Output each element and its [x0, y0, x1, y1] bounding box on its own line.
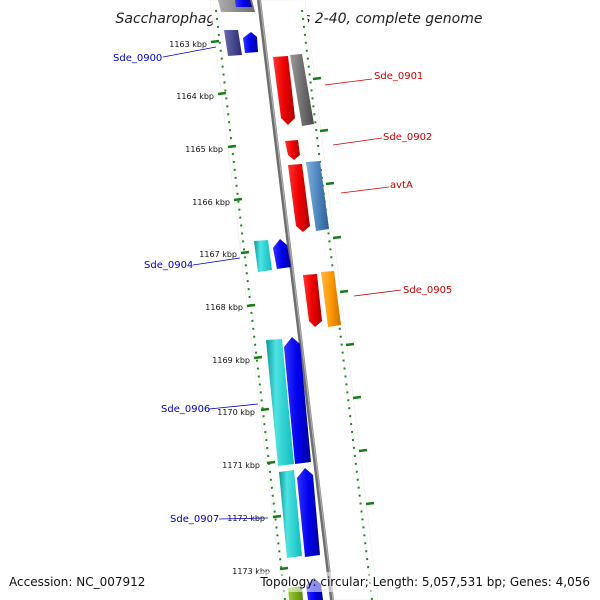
gene-arrow-sde0900-navy[interactable] [224, 30, 242, 56]
gene-arrow-sde0904-cyan[interactable] [254, 240, 272, 272]
gene-arrow-sde0904-blue[interactable] [273, 239, 291, 269]
tick-1173 [279, 566, 289, 571]
tick-1172 [272, 514, 282, 519]
gene-arrow-sde0907-cyan[interactable] [279, 470, 302, 558]
kbp-label: 1165 kbp [185, 145, 223, 154]
leader-avta [340, 186, 390, 194]
tick-1169 [253, 355, 263, 360]
leader-sde0905 [353, 289, 402, 297]
gene-label-sde0902[interactable]: Sde_0902 [383, 132, 432, 143]
gene-label-sde0905[interactable]: Sde_0905 [403, 285, 452, 296]
genome-backbone-highlight [259, 0, 334, 600]
rtick [339, 289, 349, 294]
kbp-label: 1163 kbp [169, 40, 207, 49]
rtick [365, 501, 375, 506]
leader-sde0904 [192, 257, 241, 266]
leader-sde0907 [218, 517, 269, 520]
gene-arrow-sde0905-red[interactable] [303, 274, 322, 327]
rtick [345, 342, 355, 347]
genome-backbone [257, 0, 334, 600]
kbp-label: 1170 kbp [217, 408, 255, 417]
kbp-label: 1173 kbp [232, 567, 270, 576]
kbp-label: 1169 kbp [212, 356, 250, 365]
gene-arrow-sde0905-orange[interactable] [321, 271, 341, 327]
kbp-label: 1168 kbp [205, 303, 243, 312]
tick-1171 [266, 460, 276, 465]
gene-arrow-avta-steel[interactable] [306, 161, 329, 231]
gene-arrow-sde0902-red[interactable] [285, 140, 300, 160]
gene-arrow-sde0900-blue[interactable] [243, 32, 258, 53]
rtick [352, 395, 362, 400]
rtick [312, 76, 322, 81]
gene-label-sde0907[interactable]: Sde_0907 [170, 514, 219, 525]
leader-sde0900 [162, 46, 217, 58]
rtick [358, 448, 368, 453]
gene-arrow-sde0906-cyan[interactable] [266, 339, 294, 466]
gene-label-avta[interactable]: avtA [390, 180, 413, 191]
tick-1164 [217, 91, 227, 96]
kbp-label: 1171 kbp [222, 461, 260, 470]
kbp-label: 1167 kbp [199, 250, 237, 259]
footer-accession: Accession: NC_007912 [9, 575, 145, 589]
tick-1168 [246, 303, 256, 308]
gene-arrow-sde0901-red[interactable] [273, 56, 295, 125]
gene-arrow-avta-red[interactable] [288, 164, 310, 232]
tick-1166 [233, 197, 243, 202]
gene-label-sde0906[interactable]: Sde_0906 [161, 404, 210, 415]
footer-summary-bg [258, 572, 598, 592]
footer-summary: Topology: circular; Length: 5,057,531 bp… [259, 575, 590, 589]
leader-sde0902 [332, 137, 383, 146]
rtick [332, 235, 342, 240]
gene-arrow-sde0901-gray[interactable] [290, 54, 314, 126]
kbp-label: 1166 kbp [192, 198, 230, 207]
tick-1170 [260, 407, 270, 412]
gene-label-sde0904[interactable]: Sde_0904 [144, 260, 193, 271]
gene-label-sde0901[interactable]: Sde_0901 [374, 71, 423, 82]
leader-sde0906 [208, 403, 259, 410]
kbp-ticks [210, 39, 289, 571]
gene-arrow-top-blue[interactable] [235, 0, 252, 7]
gene-label-sde0900[interactable]: Sde_0900 [113, 53, 162, 64]
rtick [325, 181, 335, 186]
tick-1167 [240, 250, 250, 255]
leader-sde0901 [324, 78, 373, 86]
rtick [319, 128, 329, 133]
right-ticks [312, 76, 375, 506]
gene-arrow-sde0906-blue[interactable] [284, 337, 311, 464]
tick-1163 [210, 39, 220, 44]
gene-arrow-sde0907-blue[interactable] [297, 468, 320, 557]
tick-1165 [227, 144, 237, 149]
kbp-label: 1164 kbp [176, 92, 214, 101]
